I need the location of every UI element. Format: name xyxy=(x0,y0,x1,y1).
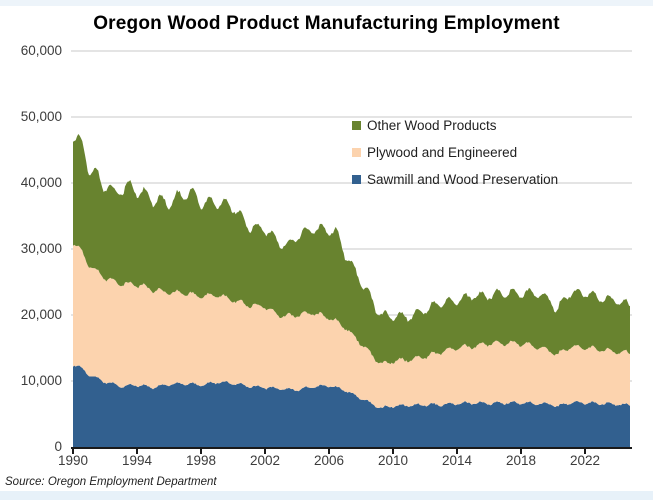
x-axis-tick-label: 2010 xyxy=(377,453,409,468)
x-axis-tick-label: 1994 xyxy=(121,453,153,468)
legend-swatch-sawmill-and-wood-preservation xyxy=(352,175,361,184)
page-top-strip xyxy=(0,0,653,6)
chart-title: Oregon Wood Product Manufacturing Employ… xyxy=(93,13,560,34)
area-series-1 xyxy=(73,244,630,409)
legend-swatch-plywood-and-engineered xyxy=(352,148,361,157)
y-axis-tick-label: 0 xyxy=(54,439,62,454)
area-series-2 xyxy=(73,134,630,365)
legend-item-other-wood-products: Other Wood Products xyxy=(352,112,558,139)
legend-label: Sawmill and Wood Preservation xyxy=(367,172,559,187)
x-axis-tick-label: 2006 xyxy=(313,453,345,468)
legend-item-plywood-and-engineered: Plywood and Engineered xyxy=(352,139,558,166)
x-axis-tick-label: 2002 xyxy=(249,453,281,468)
y-axis-tick-label: 30,000 xyxy=(20,241,62,256)
y-axis-tick-label: 50,000 xyxy=(20,109,62,124)
x-axis-tick-label: 2018 xyxy=(505,453,537,468)
x-axis-tick-label: 1990 xyxy=(57,453,89,468)
legend-item-sawmill-and-wood-preservation: Sawmill and Wood Preservation xyxy=(352,166,558,193)
y-axis-tick-label: 10,000 xyxy=(20,373,62,388)
area-series-0 xyxy=(73,365,630,447)
y-axis-tick-label: 60,000 xyxy=(20,43,62,58)
page-bottom-strip xyxy=(0,491,653,500)
y-axis-tick-label: 40,000 xyxy=(20,175,62,190)
legend-label: Plywood and Engineered xyxy=(367,145,518,160)
x-axis-tick-label: 2014 xyxy=(441,453,473,468)
x-axis-tick-label: 2022 xyxy=(569,453,601,468)
x-axis-tick-label: 1998 xyxy=(185,453,217,468)
legend: Other Wood Products Plywood and Engineer… xyxy=(352,112,558,193)
legend-swatch-other-wood-products xyxy=(352,121,361,130)
legend-label: Other Wood Products xyxy=(367,118,497,133)
y-axis-tick-label: 20,000 xyxy=(20,307,62,322)
source-note: Source: Oregon Employment Department xyxy=(5,476,217,488)
